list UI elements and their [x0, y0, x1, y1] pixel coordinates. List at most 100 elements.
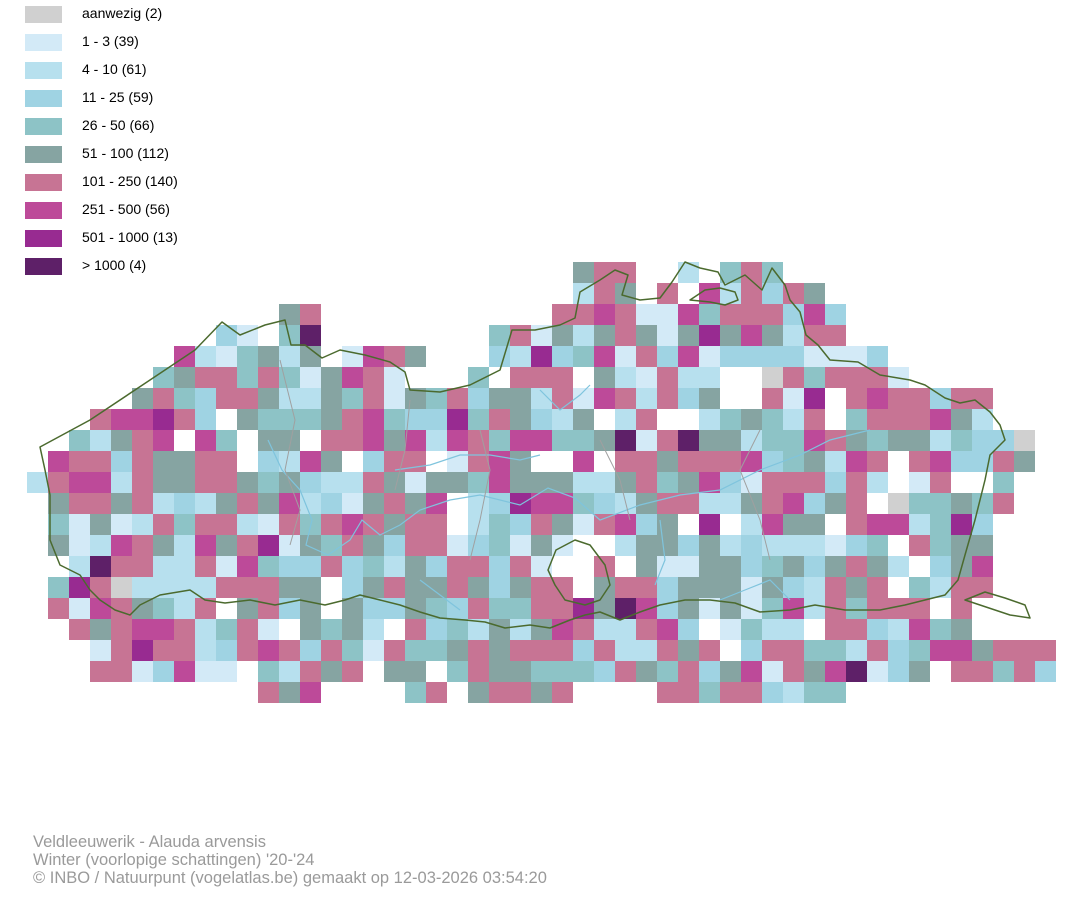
- grid-cell: [510, 346, 531, 367]
- grid-cell: [720, 346, 741, 367]
- grid-cell: [153, 661, 174, 682]
- grid-cell: [657, 451, 678, 472]
- grid-cell: [867, 619, 888, 640]
- grid-cell: [846, 493, 867, 514]
- grid-cell: [489, 325, 510, 346]
- grid-cell: [825, 325, 846, 346]
- grid-cell: [699, 577, 720, 598]
- grid-cell: [636, 388, 657, 409]
- grid-cell: [363, 577, 384, 598]
- grid-cell: [363, 493, 384, 514]
- grid-cell: [195, 535, 216, 556]
- grid-cell: [867, 367, 888, 388]
- grid-cell: [384, 451, 405, 472]
- grid-cell: [741, 556, 762, 577]
- grid-cell: [342, 598, 363, 619]
- grid-cell: [678, 430, 699, 451]
- grid-cell: [384, 535, 405, 556]
- grid-cell: [552, 535, 573, 556]
- grid-cell: [762, 388, 783, 409]
- grid-cell: [363, 346, 384, 367]
- grid-cell: [132, 619, 153, 640]
- grid-cell: [552, 304, 573, 325]
- grid-cell: [405, 346, 426, 367]
- grid-cell: [699, 556, 720, 577]
- grid-cell: [636, 472, 657, 493]
- legend-item-251-500: 251 - 500 (56): [25, 200, 285, 220]
- grid-cell: [468, 388, 489, 409]
- grid-cell: [216, 577, 237, 598]
- grid-cell: [552, 577, 573, 598]
- grid-cell: [783, 682, 804, 703]
- grid-cell: [762, 556, 783, 577]
- grid-cell: [531, 346, 552, 367]
- legend-label: 251 - 500 (56): [82, 201, 170, 217]
- grid-cell: [825, 577, 846, 598]
- grid-cell: [153, 472, 174, 493]
- grid-cell: [615, 367, 636, 388]
- grid-cell: [867, 640, 888, 661]
- grid-cell: [426, 619, 447, 640]
- grid-cell: [510, 451, 531, 472]
- legend-swatch: [25, 258, 62, 275]
- grid-cell: [132, 535, 153, 556]
- grid-cell: [825, 304, 846, 325]
- grid-cell: [552, 409, 573, 430]
- grid-cell: [657, 346, 678, 367]
- season-subtitle: Winter (voorlopige schattingen) '20-'24: [33, 851, 315, 869]
- grid-cell: [783, 388, 804, 409]
- grid-cell: [531, 514, 552, 535]
- grid-cell: [867, 346, 888, 367]
- grid-cell: [216, 514, 237, 535]
- grid-cell: [216, 367, 237, 388]
- grid-cell: [972, 535, 993, 556]
- grid-cell: [888, 430, 909, 451]
- grid-cell: [447, 577, 468, 598]
- grid-cell: [384, 493, 405, 514]
- grid-cell: [573, 640, 594, 661]
- grid-cell: [804, 325, 825, 346]
- grid-cell: [321, 367, 342, 388]
- grid-cell: [300, 577, 321, 598]
- grid-cell: [405, 493, 426, 514]
- grid-cell: [489, 661, 510, 682]
- grid-cell: [90, 493, 111, 514]
- grid-cell: [153, 640, 174, 661]
- grid-cell: [1014, 430, 1035, 451]
- legend-item-26-50: 26 - 50 (66): [25, 116, 285, 136]
- grid-cell: [174, 535, 195, 556]
- grid-cell: [741, 304, 762, 325]
- grid-cell: [657, 367, 678, 388]
- grid-cell: [552, 661, 573, 682]
- grid-cell: [300, 619, 321, 640]
- grid-cell: [741, 619, 762, 640]
- grid-cell: [909, 388, 930, 409]
- grid-cell: [762, 577, 783, 598]
- grid-cell: [993, 451, 1014, 472]
- grid-cell: [993, 472, 1014, 493]
- grid-cell: [405, 598, 426, 619]
- legend-swatch: [25, 62, 62, 79]
- grid-cell: [804, 451, 825, 472]
- grid-cell: [657, 640, 678, 661]
- grid-cell: [447, 556, 468, 577]
- grid-cell: [804, 409, 825, 430]
- grid-cell: [258, 682, 279, 703]
- grid-cell: [342, 493, 363, 514]
- grid-cell: [111, 619, 132, 640]
- grid-cell: [636, 430, 657, 451]
- grid-cell: [426, 682, 447, 703]
- grid-cell: [447, 661, 468, 682]
- grid-cell: [825, 430, 846, 451]
- grid-cell: [153, 451, 174, 472]
- grid-cell: [237, 388, 258, 409]
- grid-cell: [783, 598, 804, 619]
- grid-cell: [69, 598, 90, 619]
- grid-cell: [951, 619, 972, 640]
- grid-cell: [174, 493, 195, 514]
- grid-cell: [1014, 661, 1035, 682]
- grid-cell: [132, 514, 153, 535]
- grid-cell: [363, 514, 384, 535]
- grid-cell: [678, 556, 699, 577]
- grid-cell: [405, 430, 426, 451]
